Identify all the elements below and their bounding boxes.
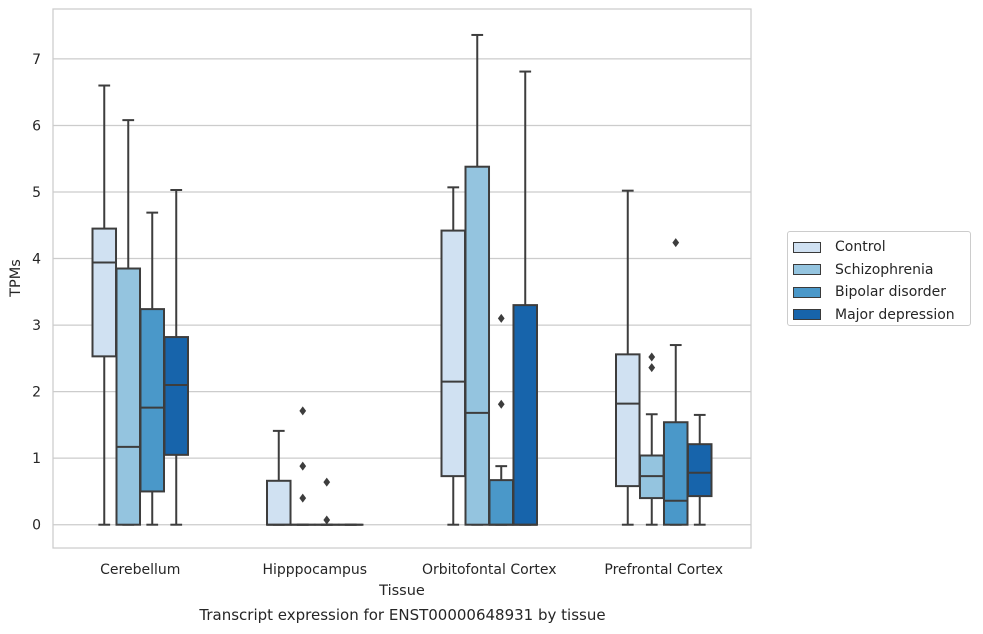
box-bipolar-disorder-orbitofontal-cortex [488, 313, 515, 526]
y-axis-label: TPMs [8, 259, 24, 298]
box-bipolar-disorder-cerebellum [139, 211, 166, 526]
plot-area-frame [52, 8, 752, 549]
y-tick-label: 4 [32, 252, 41, 268]
box-body [163, 336, 189, 456]
legend-swatch-control [793, 241, 821, 253]
y-axis-ticks: 0 1 2 3 4 5 6 7 [32, 52, 41, 534]
box-major-depression-orbitofontal-cortex [512, 70, 538, 526]
y-tick-label: 2 [32, 385, 41, 401]
box-major-depression-cerebellum [163, 188, 189, 526]
outlier-point [299, 461, 307, 471]
box-body [266, 479, 292, 526]
chart-caption: Transcript expression for ENST0000064893… [199, 606, 606, 624]
x-tick-label-orbitofontal-cortex: Orbitofontal Cortex [422, 562, 557, 578]
outlier-point [299, 493, 307, 503]
legend-label-major-depression: Major depression [835, 306, 955, 323]
box-schizophrenia-orbitofontal-cortex [464, 33, 491, 526]
box-body [488, 479, 515, 526]
y-tick-label: 6 [32, 118, 41, 134]
outlier-point [323, 515, 331, 525]
y-tick-label: 3 [32, 318, 41, 334]
legend-label-control: Control [835, 239, 886, 256]
box-body [139, 308, 166, 493]
box-schizophrenia-prefrontal-cortex [638, 352, 665, 526]
box-body [91, 227, 118, 358]
y-tick-label: 7 [32, 52, 41, 68]
outlier-point [299, 406, 307, 416]
legend-item-control: Control [793, 236, 970, 259]
boxes-layer [91, 33, 713, 526]
box-body [686, 443, 713, 498]
legend: Control Schizophrenia Bipolar disorder M… [787, 231, 971, 326]
legend-item-bipolar-disorder: Bipolar disorder [793, 281, 970, 304]
y-tick-label: 1 [32, 451, 41, 467]
x-tick-label-hipppocampus: Hipppocampus [262, 562, 367, 578]
box-body [512, 304, 538, 526]
y-tick-label: 5 [32, 185, 41, 201]
outlier-point [672, 238, 680, 248]
box-body [662, 421, 689, 526]
x-axis-ticks: Cerebellum Hipppocampus Orbitofontal Corte… [100, 562, 723, 578]
box-bipolar-disorder-prefrontal-cortex [662, 238, 689, 526]
x-tick-label-cerebellum: Cerebellum [100, 562, 180, 578]
outlier-point [497, 399, 505, 409]
legend-swatch-bipolar-disorder [793, 286, 821, 298]
outlier-point [648, 352, 656, 362]
legend-item-schizophrenia: Schizophrenia [793, 259, 970, 282]
legend-label-bipolar-disorder: Bipolar disorder [835, 284, 947, 301]
box-schizophrenia-hipppocampus [289, 406, 316, 526]
x-axis-label: Tissue [378, 583, 425, 599]
outlier-point [497, 313, 505, 323]
box-schizophrenia-cerebellum [115, 119, 142, 526]
legend-label-schizophrenia: Schizophrenia [835, 261, 934, 278]
box-body [464, 165, 491, 526]
box-major-depression-prefrontal-cortex [686, 413, 713, 526]
box-control-orbitofontal-cortex [440, 186, 467, 526]
box-bipolar-disorder-hipppocampus [313, 477, 340, 526]
box-control-prefrontal-cortex [615, 189, 641, 526]
box-body [115, 267, 142, 526]
legend-swatch-schizophrenia [793, 264, 821, 276]
legend-item-major-depression: Major depression [793, 304, 970, 327]
outlier-point [648, 363, 656, 373]
y-tick-label: 0 [32, 518, 41, 534]
legend-swatch-major-depression [793, 309, 821, 321]
box-body [615, 353, 641, 488]
x-tick-label-prefrontal-cortex: Prefrontal Cortex [604, 562, 723, 578]
box-control-cerebellum [91, 84, 118, 526]
outlier-point [323, 477, 331, 487]
box-control-hipppocampus [266, 429, 292, 526]
box-body [440, 229, 467, 478]
